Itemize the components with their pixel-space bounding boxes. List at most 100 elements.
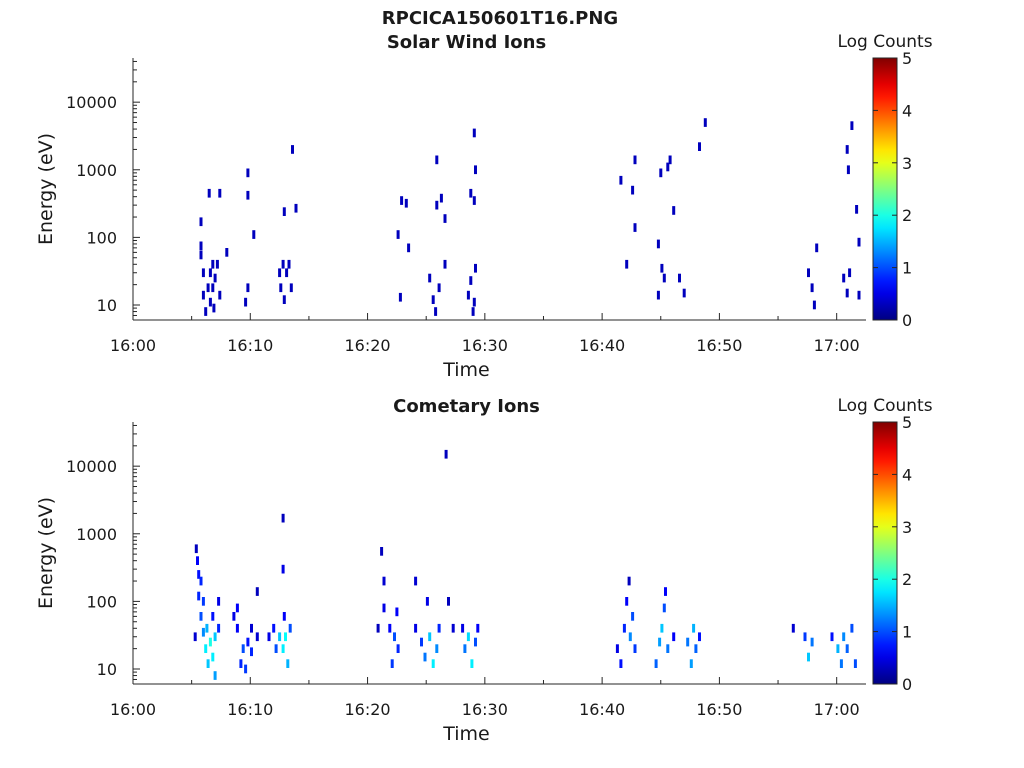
heatmap-cell <box>853 659 857 668</box>
heatmap-cell <box>443 214 447 223</box>
heatmap-cell <box>689 659 693 668</box>
heatmap-cell <box>255 632 259 642</box>
colorbar-tick-label: 2 <box>902 570 912 589</box>
heatmap-cell <box>250 647 253 657</box>
heatmap-cell <box>208 637 212 647</box>
heatmap-cell <box>250 623 253 633</box>
heatmap-cell <box>199 217 203 227</box>
panel-title: Cometary Ions <box>393 396 540 417</box>
heatmap-cell <box>425 597 429 606</box>
heatmap-cell <box>382 576 386 586</box>
x-tick-label: 16:00 <box>110 336 156 355</box>
heatmap-cell <box>666 644 670 653</box>
y-tick-label: 10000 <box>66 457 117 476</box>
x-axis-label: Time <box>442 359 490 381</box>
heatmap-cell <box>398 292 402 302</box>
heatmap-cell <box>472 297 476 307</box>
colorbar-tick-label: 3 <box>902 518 912 537</box>
heatmap-cell <box>476 623 480 633</box>
x-tick-label: 17:00 <box>814 336 860 355</box>
heatmap-cell <box>267 632 271 642</box>
heatmap-cell <box>836 644 840 653</box>
heatmap-cell <box>703 118 707 127</box>
heatmap-cell <box>474 263 477 273</box>
heatmap-cell <box>197 570 201 579</box>
heatmap-cell <box>633 644 637 653</box>
heatmap-cell <box>199 241 203 251</box>
heatmap-cell <box>211 652 215 662</box>
x-tick-label: 16:30 <box>462 700 508 719</box>
x-tick-label: 17:00 <box>814 700 860 719</box>
heatmap-cell <box>287 259 291 269</box>
heatmap-cell <box>625 259 629 269</box>
heatmap-cell <box>414 623 418 633</box>
heatmap-cell <box>193 632 197 642</box>
heatmap-cell <box>431 659 435 668</box>
heatmap-cell <box>205 623 209 633</box>
heatmap-cell <box>400 196 404 205</box>
heatmap-cell <box>435 155 439 165</box>
colorbar-tick-label: 0 <box>902 311 912 330</box>
x-axis-label: Time <box>442 723 490 745</box>
heatmap-cell <box>279 283 283 293</box>
heatmap-cell <box>404 198 408 208</box>
heatmap-cell <box>698 632 701 642</box>
heatmap-cell <box>206 659 210 668</box>
y-axis-label: Energy (eV) <box>35 133 57 245</box>
figure-title: RPCICA150601T16.PNG <box>382 8 618 29</box>
heatmap-cell <box>615 644 619 653</box>
heatmap-cell <box>662 273 666 283</box>
heatmap-cell <box>218 290 222 300</box>
heatmap-cell <box>288 623 292 633</box>
heatmap-cell <box>466 632 470 642</box>
heatmap-cell <box>830 632 834 642</box>
heatmap-cell <box>463 644 467 653</box>
heatmap-cell <box>218 188 222 198</box>
heatmap-cell <box>662 603 666 613</box>
heatmap-cell <box>845 288 849 298</box>
heatmap-cell <box>201 597 205 606</box>
heatmap-cell <box>842 632 846 642</box>
heatmap-cell <box>807 652 810 662</box>
heatmap-cell <box>252 230 256 239</box>
heatmap-cell <box>437 283 441 293</box>
heatmap-cell <box>435 200 439 210</box>
heatmap-cell <box>204 644 208 653</box>
heatmap-cell <box>281 259 285 269</box>
heatmap-cell <box>633 155 637 165</box>
heatmap-cell <box>698 142 701 151</box>
heatmap-cell <box>217 623 221 633</box>
heatmap-cell <box>241 644 245 653</box>
heatmap-cell <box>659 168 663 178</box>
heatmap-cell <box>414 576 418 586</box>
heatmap-cell <box>654 659 658 668</box>
heatmap-cell <box>631 612 635 621</box>
heatmap-cell <box>197 591 201 601</box>
heatmap-cell <box>201 290 205 300</box>
heatmap-cell <box>286 659 290 668</box>
x-tick-label: 16:50 <box>696 700 742 719</box>
heatmap-cell <box>461 623 465 633</box>
heatmap-cell <box>435 644 439 653</box>
heatmap-cell <box>382 603 386 613</box>
heatmap-cell <box>839 659 843 668</box>
heatmap-cell <box>281 513 285 523</box>
heatmap-cell <box>199 250 203 260</box>
heatmap-cell <box>470 659 474 668</box>
heatmap-cell <box>850 623 854 633</box>
heatmap-cell <box>682 288 686 298</box>
heatmap-cell <box>196 556 199 565</box>
heatmap-cell <box>208 268 212 278</box>
heatmap-cell <box>225 248 229 257</box>
heatmap-cell <box>294 203 298 213</box>
heatmap-cell <box>666 162 670 172</box>
x-tick-label: 16:40 <box>579 700 625 719</box>
y-tick-label: 100 <box>86 592 117 611</box>
heatmap-cell <box>289 283 293 293</box>
heatmap-cell <box>658 637 662 647</box>
colorbar-tick-label: 4 <box>902 101 912 120</box>
panel-title: Solar Wind Ions <box>387 32 546 53</box>
heatmap-cell <box>217 597 221 606</box>
